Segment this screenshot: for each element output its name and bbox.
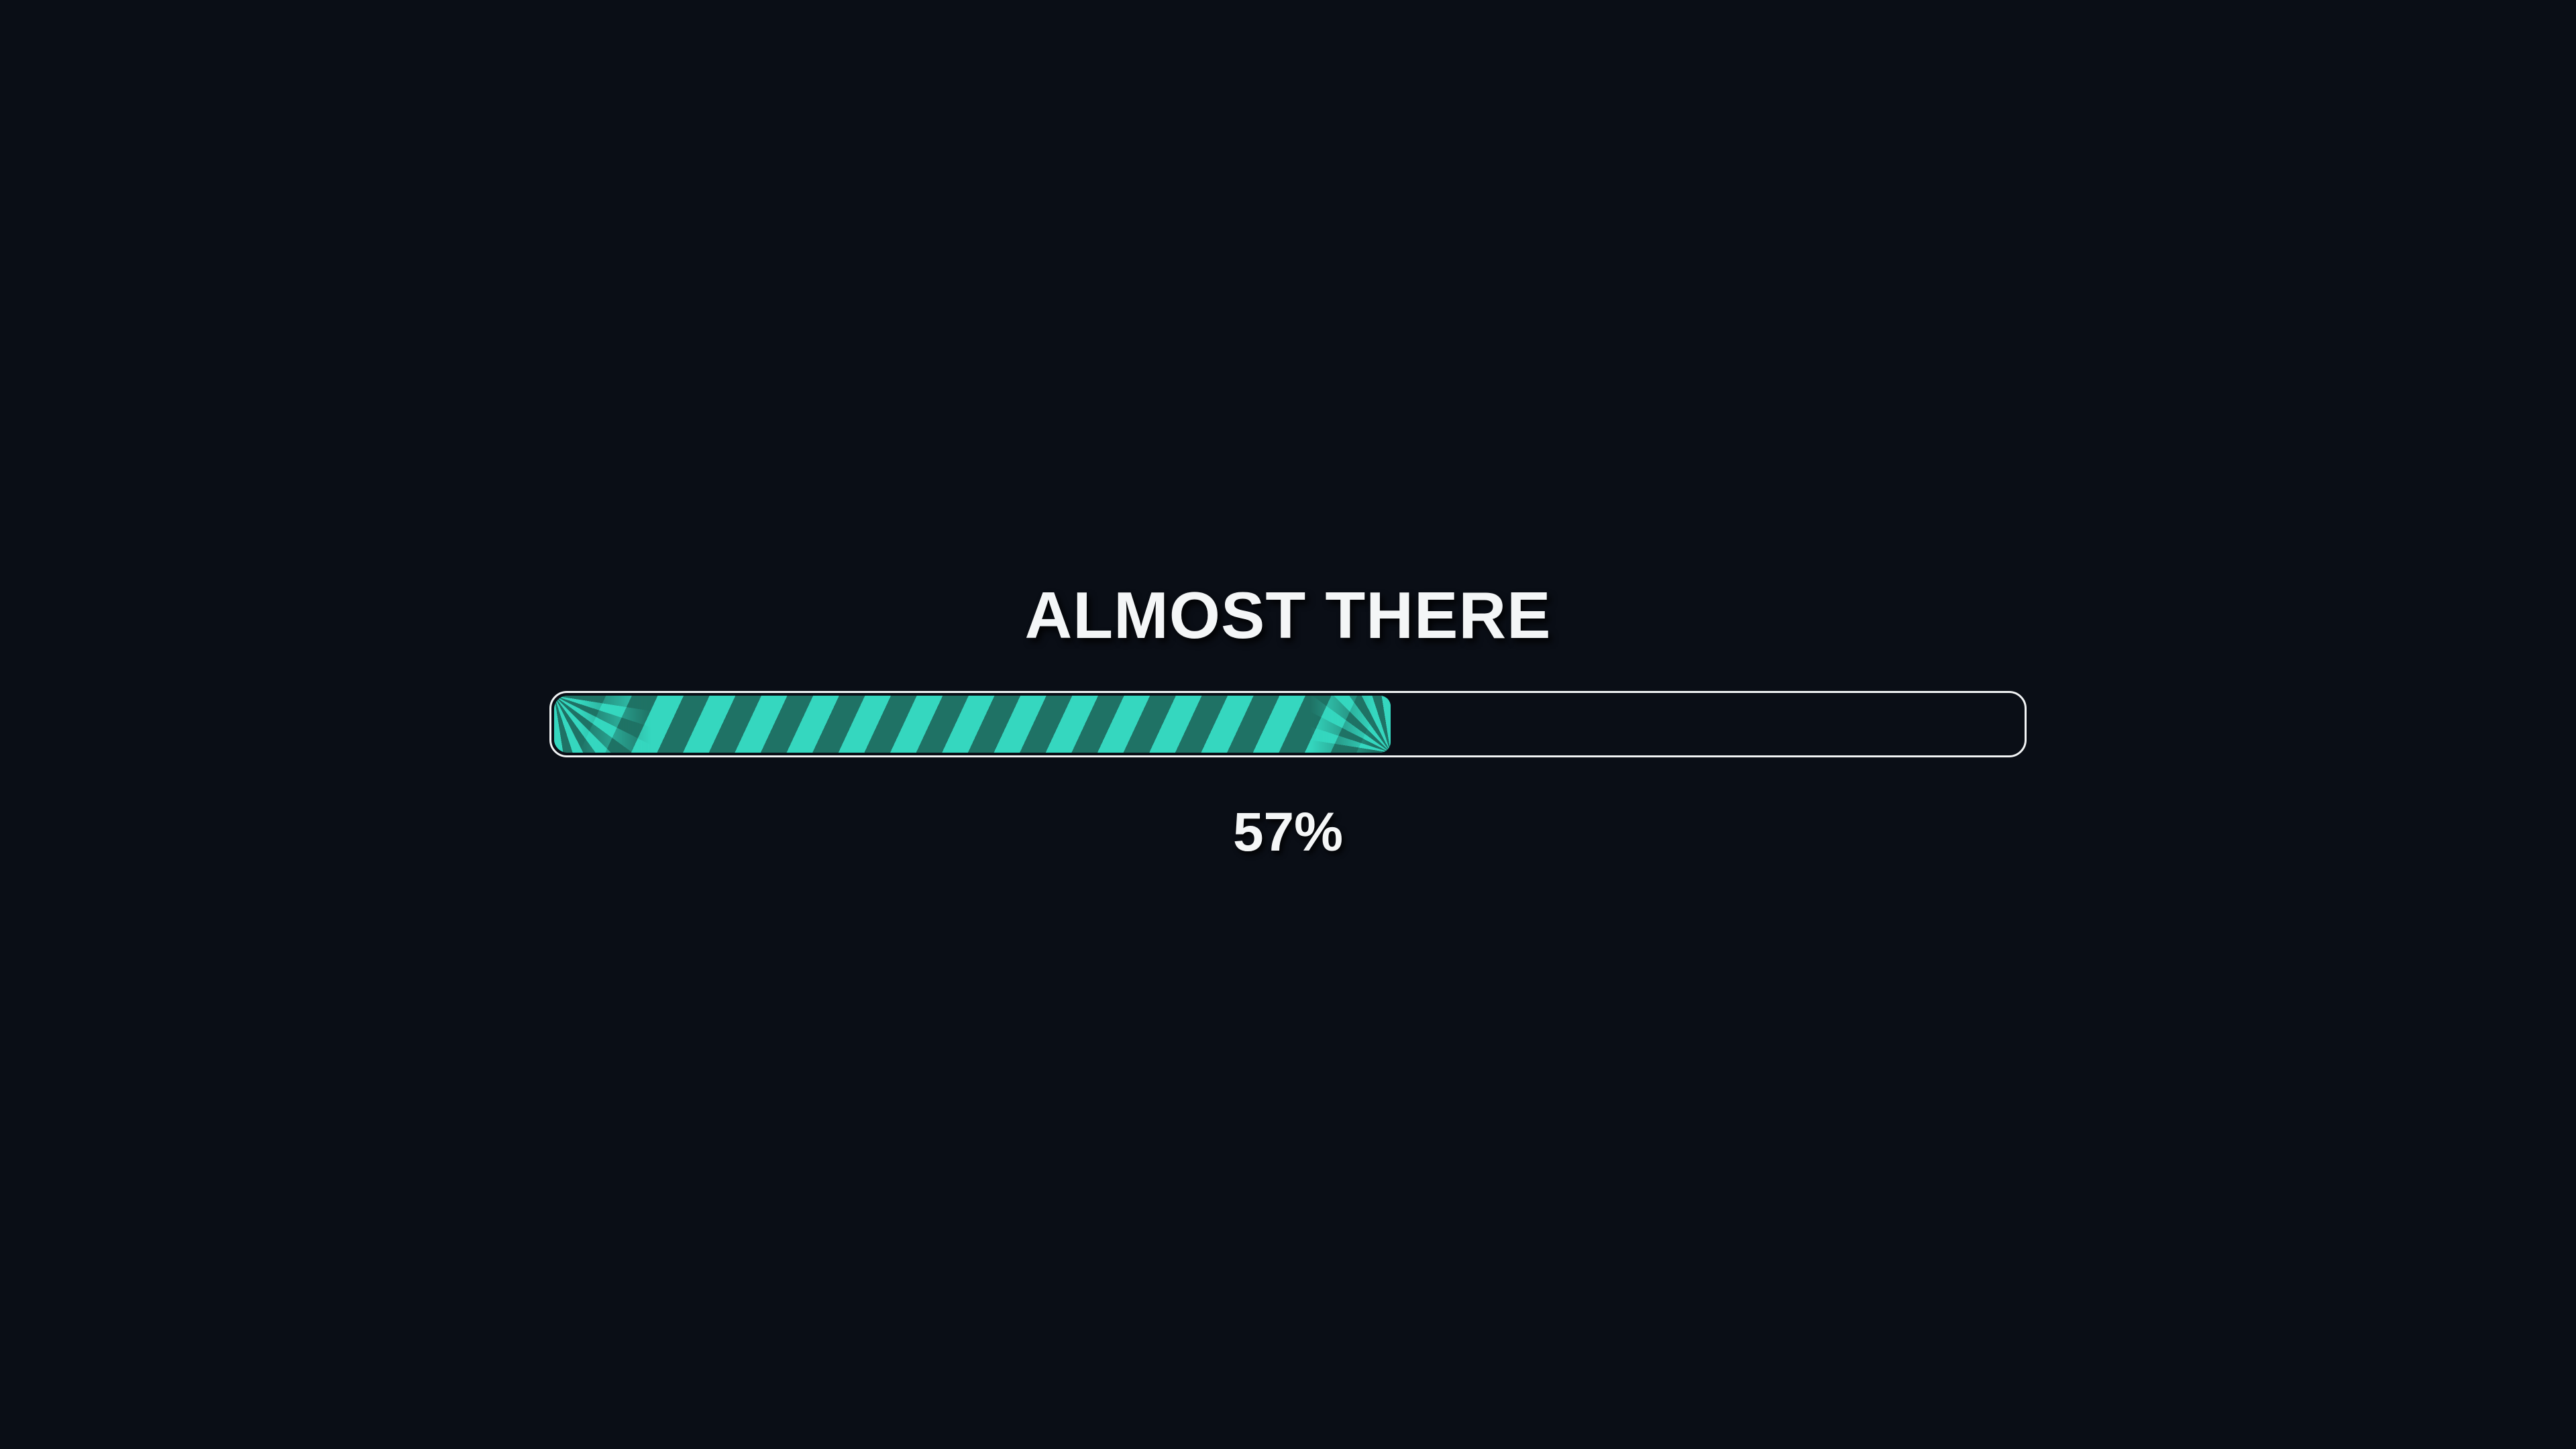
progress-fill-right-fan-pattern xyxy=(1303,696,1391,753)
progress-percentage: 57% xyxy=(1232,802,1344,863)
loading-title: ALMOST THERE xyxy=(1024,578,1552,652)
progress-bar-track xyxy=(549,691,2027,757)
progress-fill-left-fan-pattern xyxy=(554,696,655,753)
progress-bar-fill xyxy=(554,696,1391,753)
